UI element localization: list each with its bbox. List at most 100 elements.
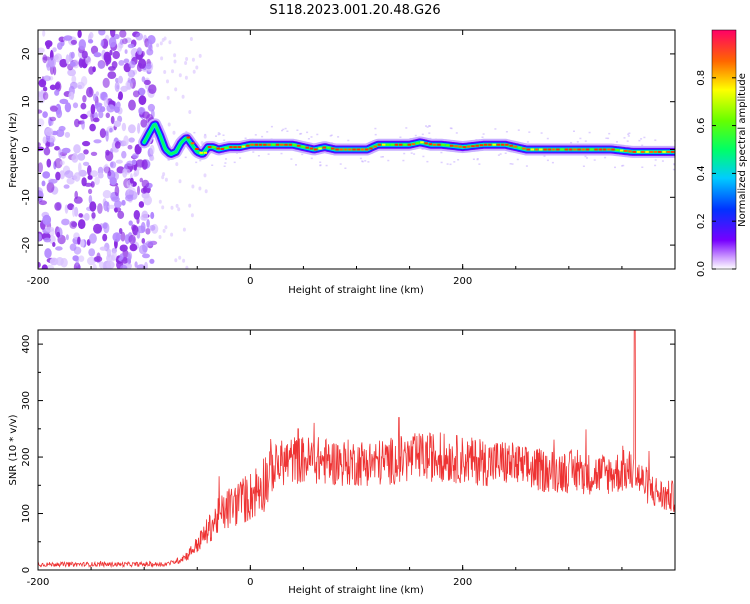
noise-blob: [137, 185, 140, 196]
noise-blob: [73, 246, 82, 255]
noise-blob: [45, 127, 54, 137]
noise-dot: [673, 139, 675, 142]
noise-dot: [546, 159, 549, 162]
ridge-core-segment: [641, 150, 645, 153]
noise-dot: [505, 131, 508, 133]
noise-dot: [453, 161, 456, 163]
spectrogram-axes: -200 0 200 -20 -10 0 10 20: [21, 29, 676, 287]
noise-blob: [103, 222, 110, 234]
ridge-core-segment: [416, 142, 420, 145]
ridge-core-segment: [590, 148, 594, 151]
noise-blob: [38, 146, 45, 152]
noise-blob: [174, 87, 178, 92]
noise-blob: [88, 66, 95, 75]
noise-dot: [347, 139, 350, 142]
noise-blob: [99, 106, 106, 113]
noise-dot: [337, 136, 340, 138]
noise-blob: [195, 65, 199, 70]
noise-dot: [344, 167, 347, 169]
y-tick-label: 400: [21, 335, 32, 354]
noise-blob: [90, 170, 99, 178]
noise-blob: [182, 227, 186, 232]
ridge-core-segment: [636, 150, 641, 153]
noise-dot: [374, 127, 377, 130]
noise-blob: [65, 54, 70, 65]
y-tick-label: 10: [21, 95, 32, 108]
noise-dot: [607, 137, 610, 140]
noise-blob: [59, 160, 65, 166]
noise-blob: [121, 150, 127, 159]
noise-blob: [104, 163, 109, 174]
noise-blob: [78, 39, 87, 50]
noise-dot: [584, 140, 587, 142]
noise-blob: [141, 210, 149, 221]
colorbar-tick-label: 0.0: [696, 261, 707, 277]
noise-blob: [43, 237, 52, 243]
ridge-core-segment: [190, 142, 195, 145]
noise-blob: [74, 190, 78, 200]
noise-blob: [132, 225, 139, 236]
noise-blob: [102, 190, 112, 199]
noise-dot: [387, 159, 390, 162]
ridge-core-segment: [420, 141, 424, 144]
ridge-core-segment: [632, 150, 636, 153]
ridge-core-segment: [615, 149, 619, 151]
noise-dot: [414, 134, 417, 137]
ridge-core-segment: [352, 148, 356, 151]
noise-blob: [43, 75, 51, 82]
noise-dot: [627, 133, 630, 135]
noise-blob: [38, 233, 42, 242]
noise-blob: [87, 256, 96, 266]
y-tick-label: 100: [21, 504, 32, 523]
noise-blob: [146, 219, 150, 228]
noise-blob: [136, 264, 146, 269]
noise-blob: [128, 137, 135, 143]
noise-blob: [56, 231, 61, 238]
noise-dot: [223, 139, 226, 141]
noise-blob: [64, 102, 72, 113]
noise-blob: [124, 49, 128, 54]
noise-dot: [605, 137, 608, 139]
noise-blob: [70, 61, 76, 67]
noise-blob: [77, 30, 82, 38]
noise-dot: [481, 136, 484, 138]
noise-blob: [109, 127, 113, 133]
noise-blob: [119, 244, 128, 252]
noise-blob: [147, 39, 153, 50]
noise-blob: [97, 203, 103, 214]
ridge-core-segment: [390, 143, 394, 146]
noise-blob: [42, 30, 46, 37]
noise-dot: [225, 158, 227, 160]
noise-blob: [63, 184, 70, 189]
noise-blob: [107, 204, 116, 209]
noise-dot: [472, 158, 475, 160]
noise-blob: [55, 171, 61, 181]
noise-dot: [494, 128, 497, 130]
colorbar-label: Normalized spectral amplitude: [737, 73, 748, 227]
noise-blob: [135, 32, 144, 41]
noise-dot: [211, 164, 214, 166]
ridge-core-segment: [411, 143, 416, 146]
ridge-core-segment: [649, 150, 653, 153]
noise-dot: [359, 157, 362, 160]
ridge-core-segment: [564, 148, 569, 151]
noise-blob: [141, 179, 150, 188]
noise-blob: [164, 225, 168, 230]
noise-blob: [73, 144, 81, 154]
ridge-core: [186, 136, 675, 154]
colorbar-tick-label: 0.4: [696, 165, 707, 181]
ridge-core-segment: [254, 143, 259, 146]
noise-blob: [93, 52, 102, 58]
noise-dot: [281, 129, 283, 132]
noise-blob: [203, 173, 207, 178]
noise-blob: [80, 76, 88, 86]
ridge-core-segment: [462, 146, 467, 149]
noise-blob: [173, 53, 177, 58]
noise-dot: [573, 130, 575, 132]
snr-axes: -200 0 200 0 100 200 300 400: [21, 330, 676, 588]
noise-blob: [137, 87, 146, 96]
noise-blob: [93, 223, 102, 234]
ridge-core-segment: [348, 148, 352, 151]
noise-dot: [579, 137, 582, 140]
noise-blob: [100, 39, 104, 47]
